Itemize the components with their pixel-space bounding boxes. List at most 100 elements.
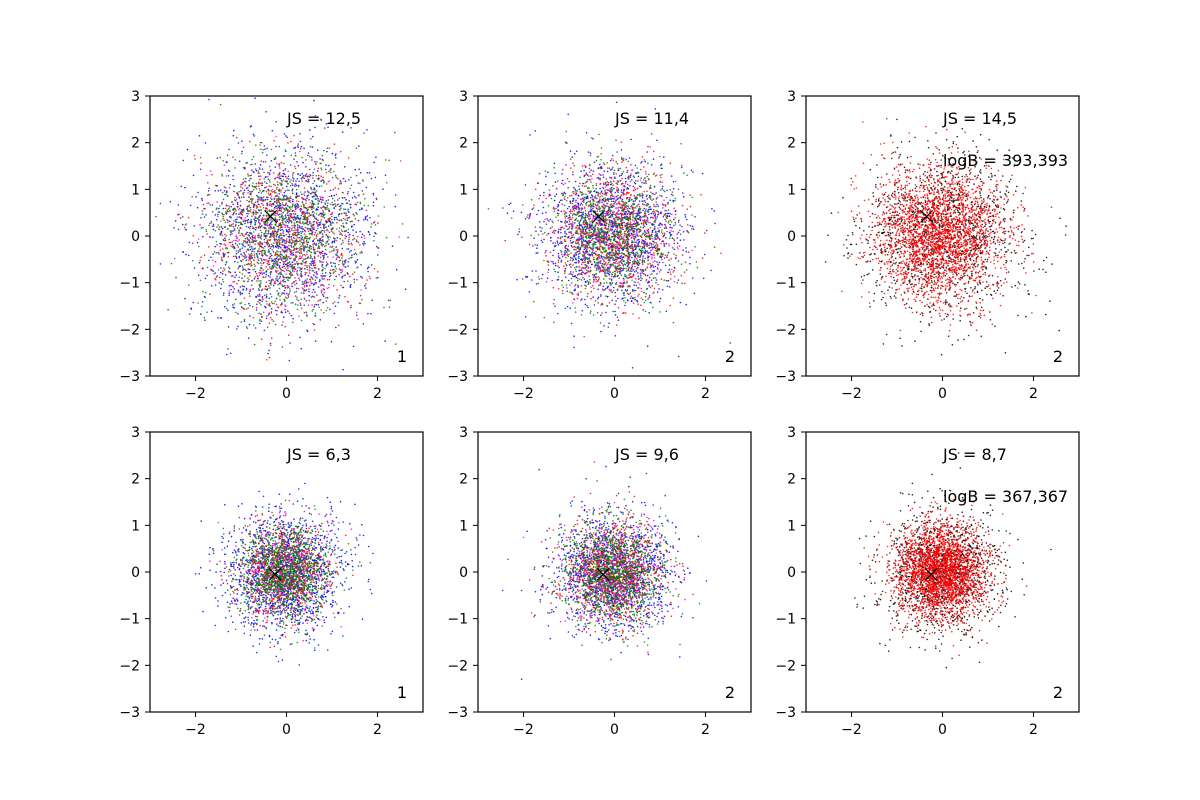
scatter-point: [231, 223, 233, 226]
scatter-point: [351, 197, 354, 199]
scatter-point: [265, 223, 268, 225]
scatter-point: [289, 214, 291, 216]
scatter-point: [295, 282, 298, 285]
scatter-point: [215, 279, 217, 281]
scatter-point: [331, 176, 334, 179]
scatter-point: [665, 237, 667, 239]
scatter-point: [285, 150, 287, 153]
scatter-point: [304, 174, 307, 176]
scatter-point: [293, 248, 296, 250]
scatter-point: [278, 216, 281, 218]
scatter-point: [223, 267, 225, 270]
scatter-point: [339, 233, 341, 236]
scatter-point: [290, 257, 292, 260]
scatter-point: [342, 222, 344, 225]
scatter-point: [590, 169, 592, 171]
scatter-point: [253, 209, 255, 211]
scatter-point: [391, 245, 394, 247]
scatter-point: [377, 276, 379, 279]
scatter-point: [569, 200, 571, 202]
scatter-point: [240, 209, 243, 211]
scatter-point: [279, 198, 282, 201]
scatter-point: [654, 216, 656, 219]
scatter-point: [282, 269, 284, 272]
scatter-point: [199, 279, 202, 282]
scatter-point: [308, 222, 311, 224]
scatter-point: [235, 239, 237, 242]
scatter-point: [259, 295, 261, 297]
scatter-point: [219, 317, 222, 319]
scatter-point: [299, 239, 301, 242]
scatter-point: [243, 280, 246, 283]
scatter-point: [631, 219, 634, 221]
scatter-point: [659, 297, 662, 300]
scatter-point: [319, 241, 321, 243]
scatter-point: [524, 218, 527, 220]
scatter-point: [237, 142, 240, 144]
scatter-point: [251, 199, 253, 202]
scatter-point: [685, 247, 687, 249]
scatter-point: [275, 192, 277, 194]
scatter-point: [333, 163, 336, 166]
scatter-point: [690, 169, 693, 172]
scatter-point: [267, 196, 269, 199]
scatter-point: [286, 205, 289, 207]
scatter-point: [320, 215, 323, 217]
scatter-point: [242, 167, 245, 169]
scatter-point: [660, 164, 662, 167]
scatter-point: [202, 203, 205, 206]
scatter-point: [219, 103, 222, 106]
scatter-point: [319, 299, 322, 301]
scatter-point: [258, 222, 261, 225]
scatter-point: [288, 286, 290, 288]
scatter-point: [685, 250, 688, 253]
scatter-point: [359, 302, 362, 305]
scatter-point: [281, 273, 283, 275]
scatter-point: [200, 256, 202, 259]
scatter-point: [241, 292, 243, 295]
scatter-point: [297, 229, 299, 232]
scatter-point: [280, 213, 283, 215]
scatter-point: [276, 225, 278, 228]
scatter-point: [517, 233, 519, 236]
scatter-point: [317, 199, 320, 202]
scatter-point: [354, 260, 356, 262]
scatter-point: [275, 201, 278, 203]
scatter-point: [276, 256, 278, 258]
scatter-point: [230, 201, 233, 203]
scatter-point: [342, 225, 345, 227]
scatter-point: [692, 171, 694, 173]
scatter-point: [241, 277, 243, 280]
scatter-point: [350, 249, 352, 252]
scatter-point: [283, 289, 286, 292]
scatter-point: [311, 269, 314, 272]
scatter-point: [357, 182, 360, 184]
scatter-point: [651, 248, 654, 250]
scatter-point: [320, 309, 322, 311]
scatter-point: [322, 244, 325, 246]
scatter-point: [355, 212, 358, 214]
scatter-point: [306, 268, 309, 271]
scatter-point: [276, 181, 279, 183]
scatter-point: [701, 172, 704, 175]
scatter-point: [249, 259, 251, 261]
scatter-point: [320, 292, 323, 294]
scatter-point: [262, 196, 265, 199]
scatter-point: [307, 230, 310, 233]
scatter-point: [226, 191, 228, 194]
scatter-point: [275, 214, 277, 217]
scatter-point: [568, 235, 570, 238]
scatter-point: [287, 182, 289, 185]
scatter-point: [648, 244, 650, 246]
scatter-point: [265, 111, 267, 113]
scatter-point: [217, 211, 220, 213]
scatter-point: [312, 295, 314, 298]
scatter-point: [593, 161, 596, 164]
scatter-point: [641, 160, 643, 163]
scatter-point: [353, 223, 356, 226]
scatter-point: [257, 218, 259, 220]
scatter-point: [307, 178, 309, 181]
scatter-point: [228, 294, 230, 297]
scatter-point: [174, 257, 176, 260]
